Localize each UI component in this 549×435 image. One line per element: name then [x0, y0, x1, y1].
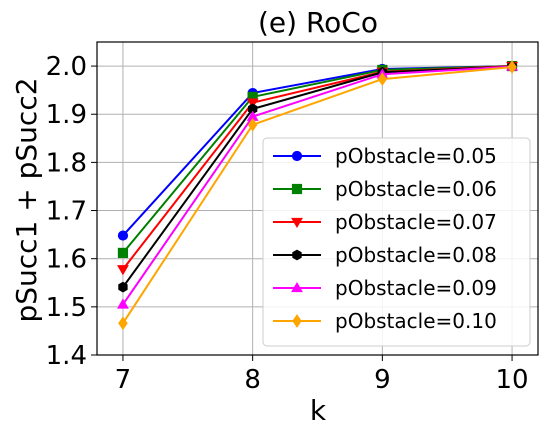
- plot-frame: [96, 41, 539, 356]
- legend-item: pObstacle=0.08: [273, 243, 497, 267]
- x-tick-label: 10: [496, 365, 529, 395]
- series-line: [122, 66, 513, 324]
- data-point: [117, 230, 129, 241]
- legend-label: pObstacle=0.07: [335, 210, 497, 234]
- data-point: [117, 298, 129, 309]
- series-line: [122, 65, 513, 306]
- x-tick-label: 9: [374, 365, 391, 395]
- y-tick-label: 1.4: [46, 341, 87, 371]
- legend-marker: [291, 183, 303, 195]
- legend: pObstacle=0.05 pObstacle=0.06 pObstacle=0.…: [262, 137, 531, 347]
- data-point: [507, 60, 517, 74]
- y-tick-label: 1.6: [46, 245, 87, 275]
- data-point: [117, 265, 129, 276]
- y-tick-label: 1.7: [46, 197, 87, 227]
- legend-box: [262, 137, 531, 347]
- legend-label: pObstacle=0.05: [335, 144, 497, 168]
- legend-marker: [292, 314, 302, 328]
- legend-label: pObstacle=0.06: [335, 177, 497, 201]
- legend-marker: [291, 217, 303, 229]
- legend-marker: [292, 249, 302, 261]
- legend-item: pObstacle=0.05: [273, 144, 497, 168]
- data-point: [118, 316, 128, 331]
- legend-item: pObstacle=0.07: [273, 210, 497, 234]
- legend-label: pObstacle=0.08: [335, 243, 497, 267]
- legend-marker: [291, 281, 303, 293]
- x-axis-label: k: [310, 394, 327, 427]
- legend-label: pObstacle=0.10: [335, 309, 497, 333]
- series-5: [118, 60, 517, 331]
- y-tick-label: 2.0: [46, 52, 87, 82]
- data-point: [118, 281, 128, 293]
- y-tick-label: 1.8: [46, 148, 87, 178]
- legend-item: pObstacle=0.09: [273, 276, 497, 300]
- y-axis-label: pSucc1 + pSucc2: [10, 77, 43, 322]
- data-point: [246, 98, 259, 109]
- series-layer: [117, 60, 518, 331]
- data-point: [377, 72, 388, 86]
- chart-title: (e) RoCo: [258, 6, 378, 39]
- x-tick-label: 7: [115, 365, 132, 395]
- y-tick-label: 1.5: [46, 293, 87, 323]
- data-point: [117, 247, 129, 259]
- legend-item: pObstacle=0.06: [273, 177, 497, 201]
- legend-marker: [291, 150, 303, 162]
- axis-ticks: 7 8 9 10 1.4 1.5 1.6 1.7 1.8 1.9 2.0: [46, 52, 529, 395]
- legend-item: pObstacle=0.10: [273, 309, 497, 333]
- x-tick-label: 8: [244, 365, 261, 395]
- y-tick-label: 1.9: [46, 100, 87, 130]
- data-point: [247, 117, 258, 132]
- legend-label: pObstacle=0.09: [335, 276, 497, 300]
